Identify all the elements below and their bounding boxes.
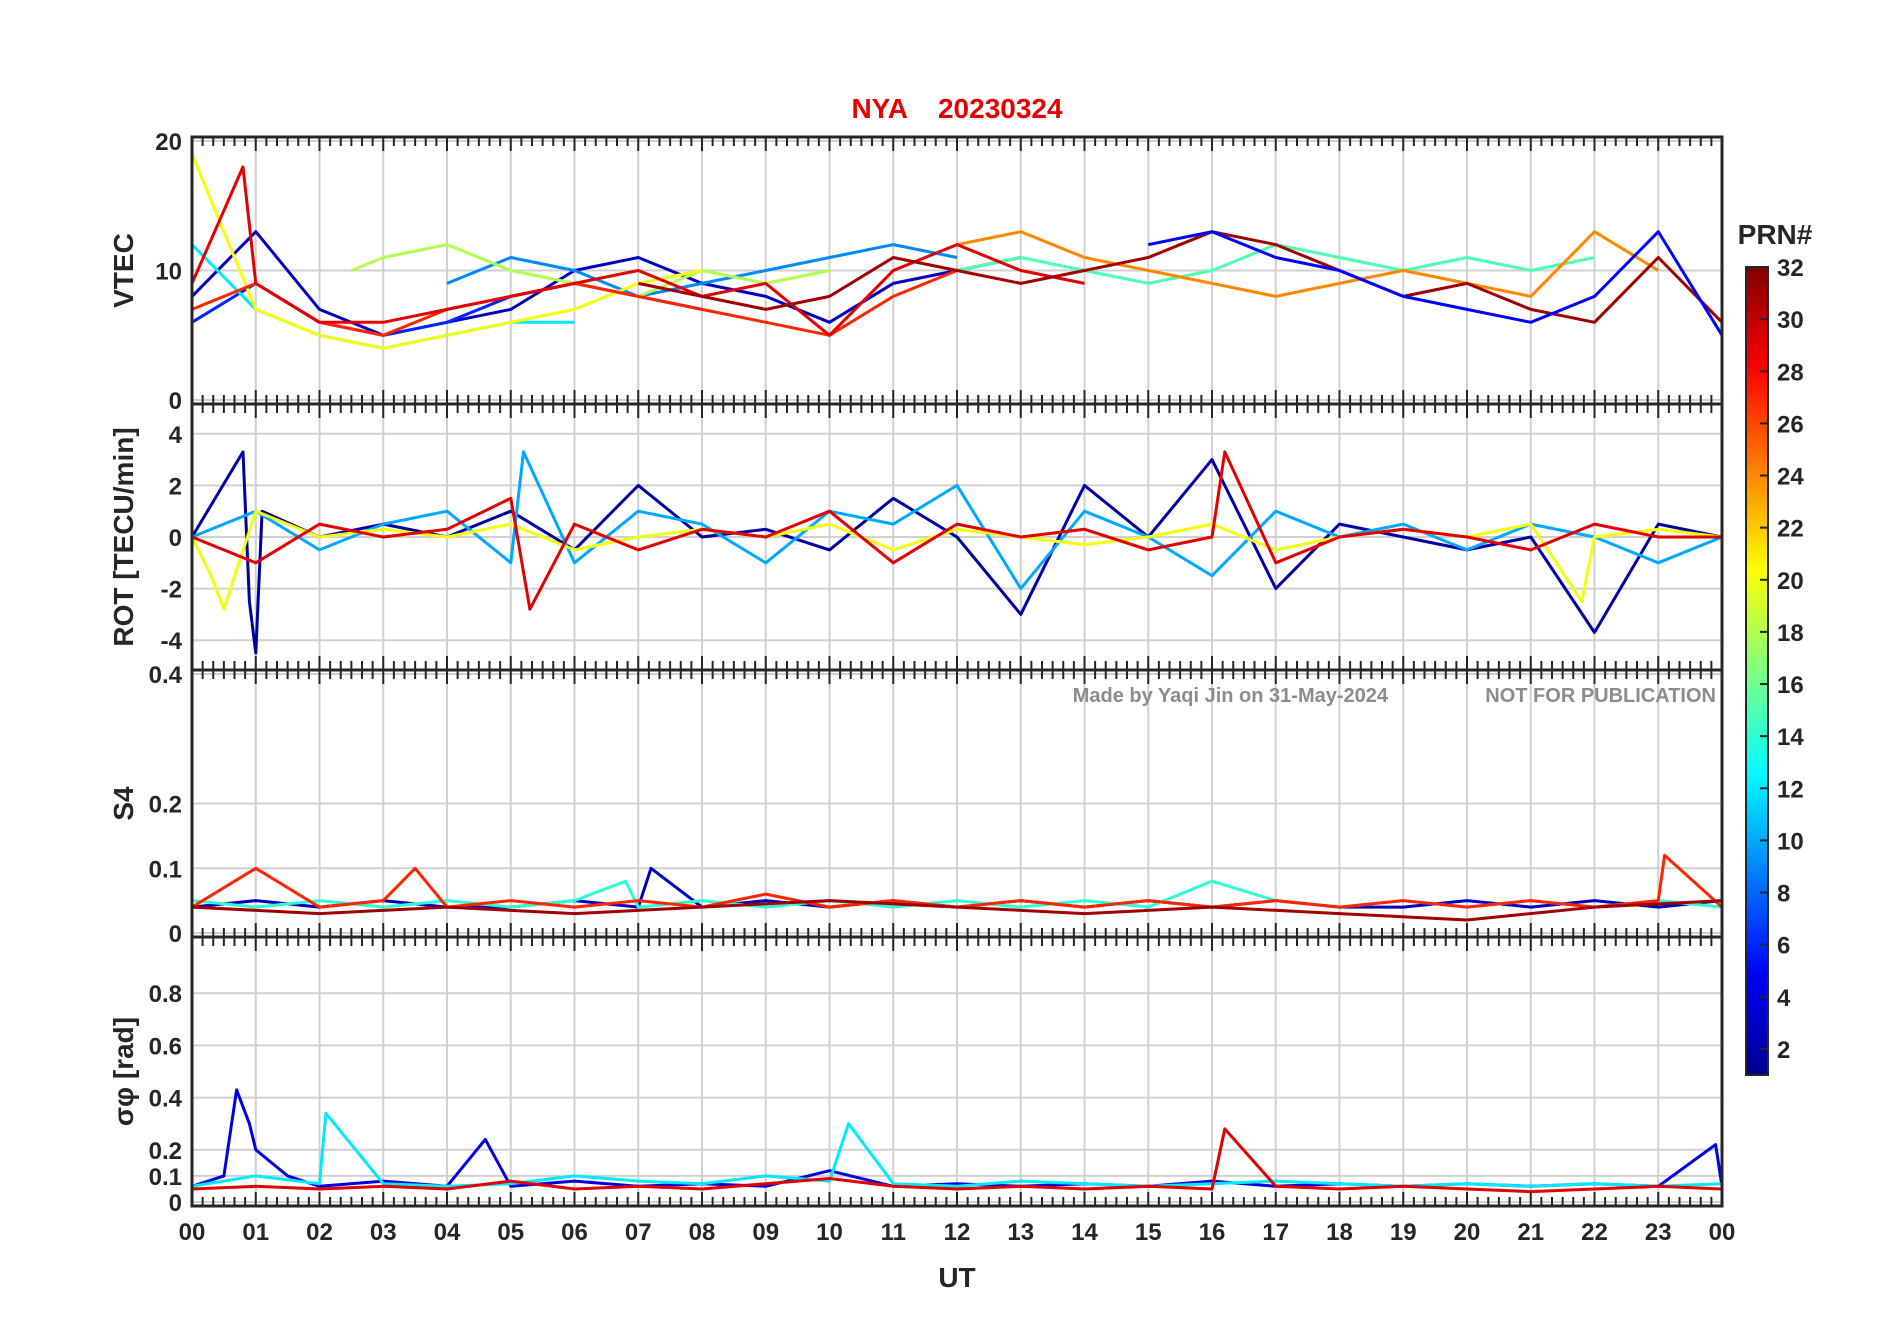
x-tick-label: 19 (1390, 1219, 1417, 1246)
x-tick-label: 13 (1007, 1219, 1034, 1246)
chart-title: NYA 20230324 (851, 93, 1063, 124)
y-tick-label: 0 (169, 921, 182, 948)
x-axis-label: UT (938, 1262, 975, 1293)
y-tick-label: 0.4 (149, 662, 183, 689)
series-prn-24 (956, 230, 1660, 298)
colorbar-tick-label: 22 (1777, 516, 1804, 543)
x-tick-label: 14 (1071, 1219, 1098, 1246)
y-tick-label: 4 (169, 422, 183, 449)
panel-vtec: 0 10 20 VTEC (108, 129, 1724, 415)
x-tick-label: 03 (370, 1219, 397, 1246)
y-tick-label: -4 (161, 628, 183, 655)
watermark-notice: NOT FOR PUBLICATION (1485, 685, 1716, 707)
y-axis-label-rot: ROT [TECU/min] (108, 427, 139, 646)
colorbar-tick-label: 14 (1777, 724, 1804, 751)
y-tick-label: 0 (169, 525, 182, 552)
y-tick-label: 0.4 (149, 1086, 183, 1113)
x-tick-label: 18 (1326, 1219, 1353, 1246)
x-tick-label: 09 (752, 1219, 779, 1246)
series-prn-29 (192, 1127, 1722, 1194)
x-tick-label: 05 (497, 1219, 524, 1246)
y-tick-label: 10 (155, 259, 182, 286)
colorbar-tick-label: 10 (1777, 828, 1804, 855)
colorbar-tick-label: 6 (1777, 933, 1790, 960)
series-prn-5 (1148, 230, 1722, 337)
y-tick-label: 0 (169, 1190, 182, 1217)
x-tick-label: 00 (1709, 1219, 1736, 1246)
x-tick-label: 21 (1517, 1219, 1544, 1246)
y-axis-label-sigma: σφ [rad] (108, 1017, 139, 1126)
colorbar-tick-label: 32 (1777, 255, 1804, 282)
series-prn-9 (446, 243, 958, 298)
colorbar-tick-label: 28 (1777, 359, 1804, 386)
y-tick-label: -2 (161, 577, 182, 604)
panel-sigma: 00.10.2 0.4 0.6 0.8 σφ [rad] 00 01 02 03 04 05 06 07… (108, 935, 1736, 1246)
x-tick-label: 15 (1135, 1219, 1162, 1246)
x-tick-label: 02 (306, 1219, 333, 1246)
x-tick-label: 08 (689, 1219, 716, 1246)
colorbar-label: PRN# (1738, 219, 1813, 250)
colorbar-tick-label: 18 (1777, 620, 1804, 647)
y-tick-label: 20 (155, 129, 182, 156)
colorbar-tick-label: 16 (1777, 672, 1804, 699)
colorbar-tick-label: 30 (1777, 307, 1804, 334)
y-tick-label: 0 (169, 388, 182, 415)
y-tick-label: 0.1 (149, 856, 182, 883)
x-tick-label: 01 (242, 1219, 269, 1246)
title-station: NYA (851, 93, 908, 124)
y-tick-label: 0.1 (149, 1164, 182, 1191)
colorbar-gradient (1745, 266, 1769, 1076)
colorbar-tick-label: 12 (1777, 776, 1804, 803)
x-tick-label: 16 (1199, 1219, 1226, 1246)
series-prn-29 (192, 165, 1085, 337)
y-tick-label: 0.6 (149, 1033, 182, 1060)
y-tick-label: 0.2 (149, 792, 182, 819)
y-axis-label-vtec: VTEC (108, 233, 139, 308)
x-tick-label: 20 (1454, 1219, 1481, 1246)
x-tick-label: 00 (179, 1219, 206, 1246)
colorbar-tick-label: 8 (1777, 881, 1790, 908)
x-tick-label: 04 (434, 1219, 461, 1246)
x-tick-label: 23 (1645, 1219, 1672, 1246)
series-prn-12 (192, 1111, 1722, 1188)
watermark-author: Made by Yaqi Jin on 31-May-2024 (1073, 685, 1389, 707)
colorbar-tick-label: 26 (1777, 411, 1804, 438)
colorbar-tick-label: 24 (1777, 464, 1804, 491)
series-prn-31 (638, 230, 1722, 324)
x-tick-label: 07 (625, 1219, 652, 1246)
x-tick-label: 12 (944, 1219, 971, 1246)
x-tick-label: 22 (1581, 1219, 1608, 1246)
series-prn-31 (192, 899, 1722, 922)
y-tick-label: 0.2 (149, 1138, 182, 1165)
colorbar-tick-label: 20 (1777, 568, 1804, 595)
x-tick-label: 11 (881, 1219, 906, 1246)
x-tick-label: 17 (1262, 1219, 1289, 1246)
x-tick-label: 10 (816, 1219, 843, 1246)
series-prn-10 (192, 450, 1722, 591)
colorbar-tick-label: 4 (1777, 985, 1791, 1012)
series-prn-29 (192, 450, 1722, 611)
y-tick-label: 0.8 (149, 981, 182, 1008)
x-tick-label: 06 (561, 1219, 588, 1246)
series-prn-20 (192, 509, 1722, 611)
panel-s4: 0 0.1 0.2 0.4 S4 Made by Yaqi Jin on 31-May-2… (108, 662, 1724, 948)
y-axis-label-s4: S4 (108, 786, 139, 821)
title-date: 20230324 (938, 93, 1063, 124)
colorbar-tick-label: 2 (1777, 1037, 1790, 1064)
y-tick-label: 2 (169, 473, 182, 500)
panel-rot: -4 -2 0 2 4 ROT [TECU/min] (108, 402, 1724, 672)
series-prn-3 (192, 230, 1022, 337)
